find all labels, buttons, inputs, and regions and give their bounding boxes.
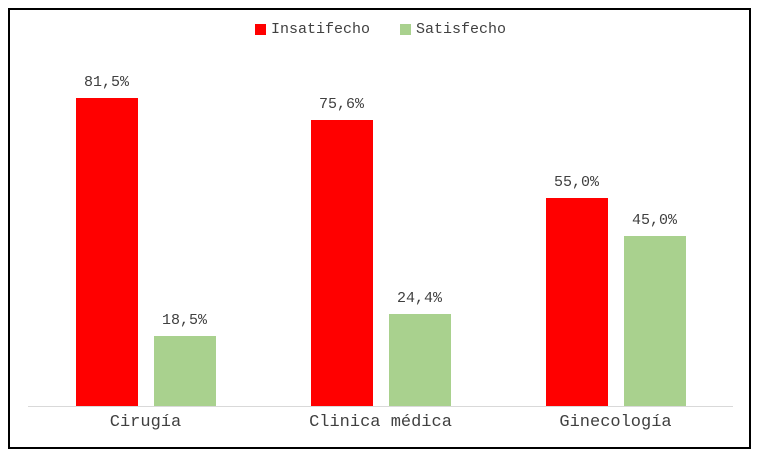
- bar-column: 45,0%: [623, 212, 686, 406]
- legend-swatch-icon: [400, 24, 411, 35]
- legend-item-insatifecho: Insatifecho: [254, 21, 370, 38]
- legend-label: Satisfecho: [416, 21, 507, 38]
- legend-item-satisfecho: Satisfecho: [400, 21, 506, 38]
- bar-satisfecho: [388, 313, 451, 406]
- bar-satisfecho: [153, 336, 216, 406]
- chart-legend: Insatifecho Satisfecho: [0, 21, 761, 38]
- category-label: Ginecología: [559, 413, 672, 432]
- bar-value-label: 18,5%: [161, 312, 207, 330]
- category-label: Clinica médica: [309, 413, 452, 432]
- bar-insatifecho: [545, 198, 608, 406]
- bar-value-label: 81,5%: [83, 74, 129, 92]
- legend-label: Insatifecho: [270, 21, 370, 38]
- bar-value-label: 55,0%: [553, 174, 599, 192]
- category-label: Cirugía: [109, 413, 182, 432]
- legend-swatch-icon: [254, 24, 266, 35]
- bar-group-2: 75,6% 24,4%: [263, 66, 498, 406]
- bar-column: 24,4%: [388, 289, 451, 406]
- bar-column: 55,0%: [545, 174, 608, 406]
- x-axis-labels: Cirugía Clinica médica Ginecología: [28, 413, 733, 432]
- plot-area: 81,5% 18,5% 75,6% 24,4% 55,0% 45,0%: [28, 66, 733, 407]
- bar-value-label: 24,4%: [396, 289, 442, 307]
- bar-group-3: 55,0% 45,0%: [498, 66, 733, 406]
- bar-satisfecho: [623, 236, 686, 406]
- bar-column: 18,5%: [153, 312, 216, 406]
- bar-value-label: 75,6%: [318, 96, 364, 114]
- bar-group-1: 81,5% 18,5%: [28, 66, 263, 406]
- bar-insatifecho: [75, 98, 138, 406]
- bar-insatifecho: [310, 120, 373, 406]
- bar-value-label: 45,0%: [631, 212, 677, 229]
- bar-column: 75,6%: [310, 96, 373, 406]
- bar-column: 81,5%: [75, 74, 138, 406]
